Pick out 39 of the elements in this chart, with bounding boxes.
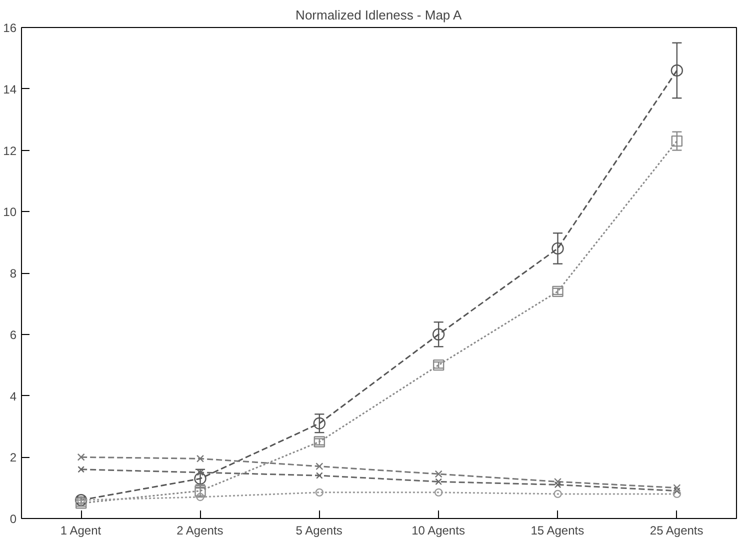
point	[196, 469, 204, 476]
point	[315, 488, 324, 497]
y-tick-label: 2	[10, 450, 17, 465]
point	[313, 417, 326, 430]
point	[670, 64, 684, 77]
point	[673, 487, 680, 494]
point	[316, 462, 324, 470]
x-tick-label: 15 Agents	[530, 524, 584, 538]
y-tick-label: 12	[3, 144, 17, 158]
y-tick-label: 0	[10, 512, 17, 526]
point	[552, 242, 564, 255]
point	[196, 454, 204, 462]
x-tick-label: 25 Agents	[650, 524, 704, 538]
point	[434, 488, 443, 497]
point	[432, 328, 445, 340]
point	[77, 453, 85, 461]
x-tick-label: 10 Agents	[412, 524, 465, 538]
point	[196, 492, 204, 502]
x-tick-label: 5 Agents	[296, 524, 342, 538]
point	[554, 481, 562, 488]
y-tick-label: 4	[10, 389, 17, 404]
point	[554, 490, 562, 498]
point	[194, 472, 206, 485]
point	[434, 470, 442, 478]
point	[78, 466, 85, 473]
point	[554, 478, 562, 486]
y-tick-label: 10	[3, 205, 17, 220]
y-tick-label: 8	[10, 266, 17, 280]
x-tick-label: 1 Agent	[60, 524, 102, 538]
x-tick-label: 2 Agents	[176, 524, 224, 538]
point	[316, 472, 323, 479]
y-tick-label: 14	[3, 82, 17, 96]
point	[671, 135, 683, 147]
chart-title: Normalized Idleness - Map A	[296, 8, 462, 22]
point	[435, 478, 442, 486]
point	[672, 490, 682, 498]
y-tick-label: 16	[3, 21, 17, 35]
point	[673, 484, 681, 492]
y-tick-label: 6	[10, 328, 17, 342]
